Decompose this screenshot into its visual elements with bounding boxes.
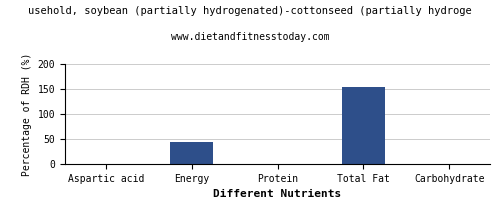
Text: www.dietandfitnesstoday.com: www.dietandfitnesstoday.com [170,32,330,42]
Bar [170,142,213,164]
X-axis label: Different Nutrients: Different Nutrients [214,189,342,199]
Y-axis label: Percentage of RDH (%): Percentage of RDH (%) [22,52,32,176]
Bar [342,86,385,164]
Text: usehold, soybean (partially hydrogenated)-cottonseed (partially hydroge: usehold, soybean (partially hydrogenated… [28,6,472,16]
